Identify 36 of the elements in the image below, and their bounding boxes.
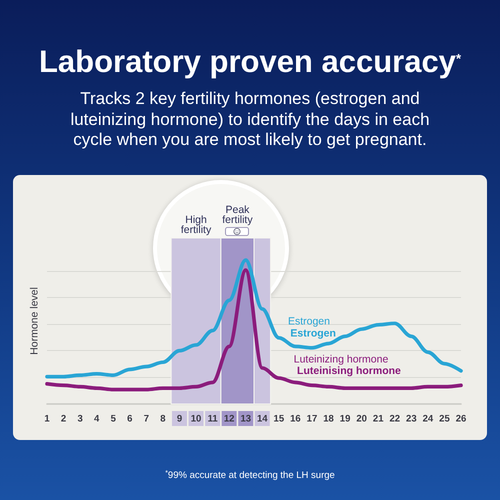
x-tick-label: 15: [274, 414, 285, 424]
x-tick-label: 13: [240, 414, 252, 424]
x-tick-label: 23: [406, 414, 417, 424]
x-tick-label: 24: [422, 414, 434, 424]
x-tick-label: 7: [144, 414, 150, 424]
x-tick-label: 20: [356, 414, 367, 424]
x-tick-label: 21: [372, 414, 384, 424]
x-tick-label: 11: [208, 414, 218, 424]
text: $^{*}$99% accurate at detecting the LH surge: [164, 470, 336, 482]
series-label: Estrogen: [288, 315, 330, 328]
annotation: Luteinising hormone: [297, 365, 402, 378]
x-tick-label: 3: [77, 414, 83, 424]
x-tick-label: 5: [110, 414, 117, 424]
x-tick-label: 22: [389, 414, 400, 424]
x-tick-label: 2: [60, 414, 66, 424]
x-tick-label: 26: [456, 414, 466, 424]
band-label: Peak fertility: [222, 204, 254, 226]
x-tick-label: 8: [160, 414, 166, 424]
y-axis-title: Hormone level: [28, 287, 40, 355]
x-tick-label: 16: [290, 414, 301, 424]
chart-title: Laboratory proven accuracy$^{*}$: [38, 44, 462, 80]
x-tick-label: 25: [439, 414, 450, 424]
chart-subtitle: Tracks 2 key fertility hormones (estrogen and luteinizing hormone) to identify the days in each cycle when you are most likely to get pregnant.: [69, 89, 431, 150]
x-tick-label: 14: [256, 414, 268, 424]
x-tick-label: 17: [306, 414, 318, 424]
annotation: Estrogen: [290, 328, 336, 340]
x-tick-label: 19: [340, 414, 350, 424]
x-tick-label: 1: [44, 414, 50, 424]
band-label: High fertility: [180, 214, 212, 236]
x-tick-label: 4: [94, 414, 100, 424]
x-tick-label: 10: [190, 414, 202, 424]
x-tick-label: 9: [176, 414, 182, 424]
series-label: Luteinizing hormone: [294, 354, 388, 366]
x-tick-label: 6: [127, 414, 132, 424]
x-tick-label: 18: [323, 414, 334, 424]
x-tick-label: 12: [224, 414, 234, 424]
